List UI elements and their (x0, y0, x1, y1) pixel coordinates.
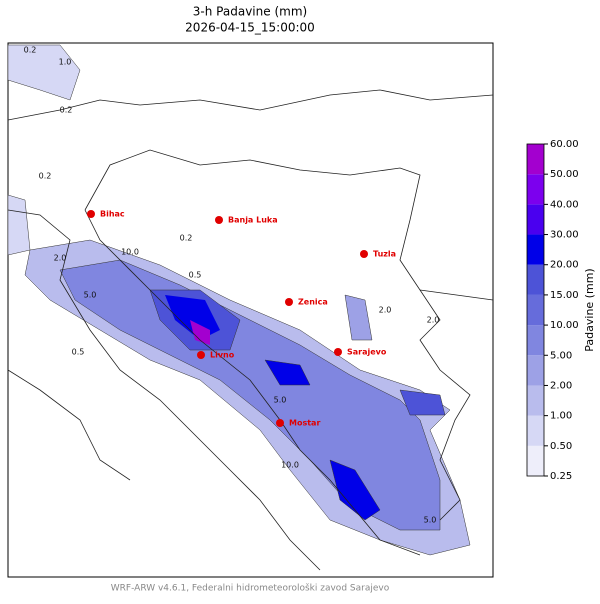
city-marker (360, 250, 368, 258)
colorbar-tick-label: 0.50 (550, 441, 572, 452)
contour-label: 0.5 (72, 348, 85, 357)
precipitation (7, 44, 471, 556)
city-marker (197, 351, 205, 359)
colorbar-tick-label: 15.00 (550, 290, 579, 301)
colorbar-label: Padavine (mm) (583, 268, 596, 351)
contour-label: 10.0 (121, 248, 139, 257)
city-marker (285, 298, 293, 306)
contour-label: 2.0 (379, 306, 392, 315)
city-label: Sarajevo (347, 348, 387, 357)
footer: WRF-ARW v4.6.1, Federalni hidrometeorolo… (111, 583, 390, 594)
city-label: Livno (210, 351, 235, 360)
contour-label: 0.2 (60, 106, 73, 115)
contour-label: 5.0 (424, 516, 437, 525)
colorbar-segment (527, 445, 544, 476)
city-marker (215, 216, 223, 224)
colorbar-tick-label: 20.00 (550, 260, 579, 271)
contour-label: 5.0 (84, 291, 97, 300)
contour-label: 5.0 (274, 396, 287, 405)
subtitle: 2026-04-15_15:00:00 (185, 21, 315, 35)
title: 3-h Padavine (mm) (193, 5, 307, 19)
city-marker (87, 210, 95, 218)
contour-label: 0.2 (39, 172, 52, 181)
colorbar-tick-label: 60.00 (550, 139, 579, 150)
colorbar-tick-label: 50.00 (550, 169, 579, 180)
contour-label: 2.0 (427, 316, 440, 325)
city-marker (276, 419, 284, 427)
colorbar-segment (527, 264, 544, 295)
colorbar-tick-label: 40.00 (550, 199, 579, 210)
contour-label: 10.0 (281, 461, 299, 470)
contour-label: 1.0 (59, 58, 72, 67)
colorbar-tick-label: 10.00 (550, 320, 579, 331)
colorbar-segment (527, 355, 544, 386)
borders (7, 89, 494, 571)
colorbar-tick-label: 2.00 (550, 380, 572, 391)
contour-label: 0.2 (180, 234, 193, 243)
colorbar-tick-label: 1.00 (550, 411, 572, 422)
contour-label: 2.0 (54, 254, 67, 263)
contour-label: 0.5 (189, 271, 202, 280)
colorbar-segment (527, 325, 544, 356)
colorbar-segment (527, 294, 544, 326)
city-label: Zenica (298, 298, 328, 307)
city-label: Banja Luka (228, 216, 278, 225)
colorbar-segment (527, 415, 544, 446)
contour-label: 0.2 (24, 46, 37, 55)
city-marker (334, 348, 342, 356)
colorbar-frame (526, 143, 545, 477)
colorbar-tick-label: 0.25 (550, 471, 572, 482)
colorbar-segment (527, 385, 544, 416)
colorbar-tick-label: 5.00 (550, 350, 572, 361)
city-label: Bihac (100, 210, 125, 219)
colorbar-segment (527, 234, 544, 265)
colorbar-segment (527, 144, 544, 175)
colorbar-tick-label: 30.00 (550, 230, 579, 241)
city-label: Tuzla (373, 250, 396, 259)
city-label: Mostar (289, 419, 320, 428)
colorbar-segment (527, 174, 544, 205)
colorbar-segment (527, 204, 544, 235)
